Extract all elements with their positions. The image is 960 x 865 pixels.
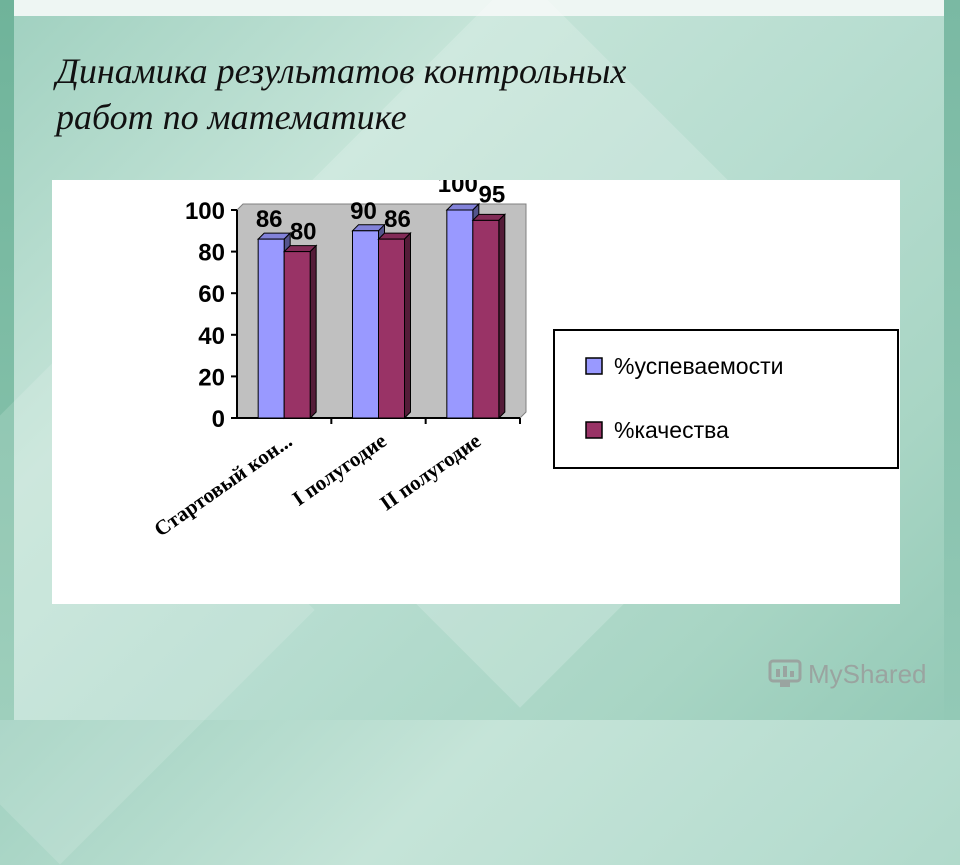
bar-side-face <box>498 213 506 420</box>
legend-swatch <box>585 357 603 375</box>
legend-label: %успеваемости <box>614 353 783 379</box>
slide-title-line-2: работ по математике <box>56 97 407 137</box>
bar-front-face <box>352 230 379 419</box>
legend-item: %успеваемости <box>585 353 783 379</box>
bar-side-face <box>309 244 317 420</box>
slide-right-border <box>944 0 960 720</box>
data-label: 80 <box>290 219 317 246</box>
bar <box>471 213 507 420</box>
myshared-logo-icon <box>768 659 802 687</box>
bar-chart: 0 20 40 60 80 100 86 80 Стартовый кон... 90 86 I по… <box>149 180 899 541</box>
watermark: MyShared <box>768 656 927 692</box>
slide-title: Динамика результатов контрольных работ п… <box>56 48 876 140</box>
bar-front-face <box>472 219 500 419</box>
bar <box>377 231 412 420</box>
data-label: 90 <box>350 198 377 225</box>
data-label: 86 <box>384 206 411 233</box>
legend-box <box>553 329 899 469</box>
y-tick-label: 100 <box>185 198 225 225</box>
y-tick-label: 40 <box>198 323 225 350</box>
data-label: 95 <box>478 181 505 208</box>
category-label: I полугодие <box>288 428 391 510</box>
legend-item: %качества <box>585 417 729 443</box>
watermark-text: MyShared <box>808 658 927 689</box>
data-label: 100 <box>438 180 478 198</box>
bar <box>282 244 318 420</box>
category-label: Стартовый кон... <box>149 428 296 541</box>
slide-left-border <box>0 0 14 720</box>
y-tick-label: 80 <box>198 240 225 267</box>
bar-front-face <box>257 238 285 419</box>
chart-panel: 0 20 40 60 80 100 86 80 Стартовый кон... 90 86 I по… <box>52 180 900 604</box>
bar-front-face <box>378 238 405 419</box>
legend-swatch <box>585 421 603 439</box>
bar-front-face <box>446 209 474 419</box>
slide-title-line-1: Динамика результатов контрольных <box>56 51 627 91</box>
legend: %успеваемости %качества <box>553 329 899 469</box>
category-label: II полугодие <box>375 428 485 515</box>
data-label: 86 <box>256 206 283 233</box>
plot-area: 0 20 40 60 80 100 86 80 Стартовый кон... 90 86 I по… <box>149 180 527 541</box>
legend-label: %качества <box>614 417 729 443</box>
y-tick-label: 20 <box>198 364 225 391</box>
bar-side-face <box>404 231 411 420</box>
y-tick-label: 60 <box>198 281 225 308</box>
bar-front-face <box>283 251 311 419</box>
slide-top-border <box>0 0 960 16</box>
y-tick-label: 0 <box>212 406 225 433</box>
